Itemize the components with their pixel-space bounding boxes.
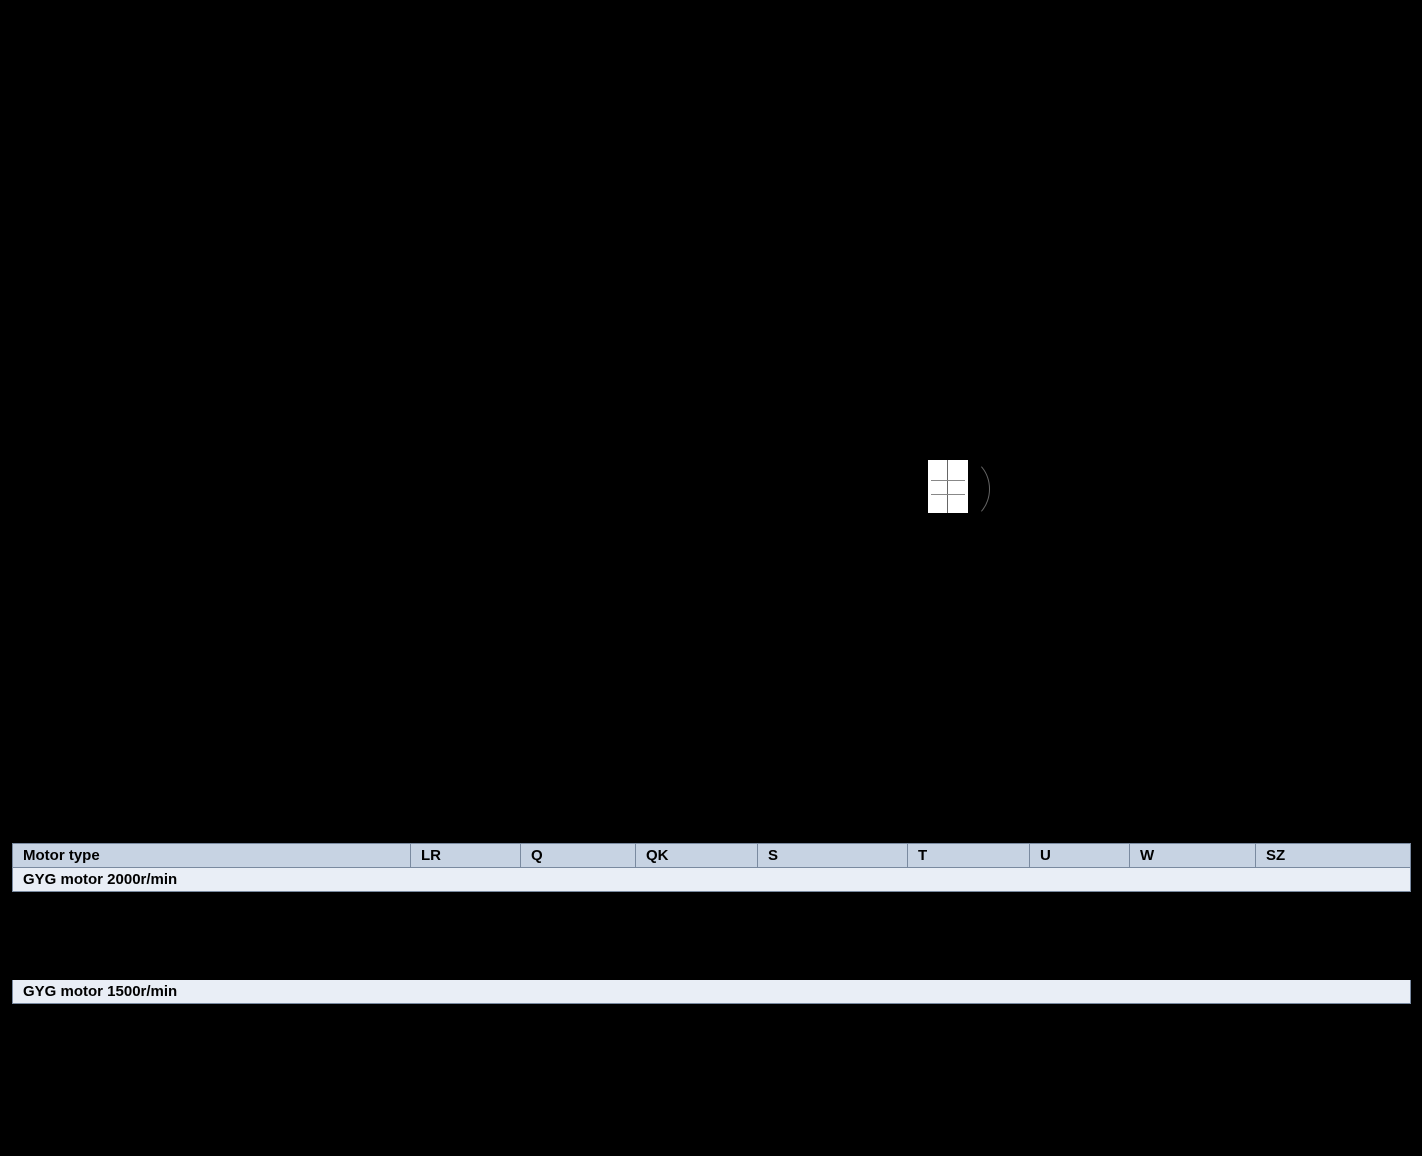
- cell-W: [1130, 1004, 1256, 1026]
- cell-motor_type: [13, 1004, 411, 1026]
- cell-QK: [636, 914, 758, 936]
- col-header-U: U: [1030, 844, 1130, 868]
- cell-T: [908, 1048, 1030, 1070]
- cell-QK: [636, 1026, 758, 1048]
- cell-S: [758, 892, 908, 914]
- cell-QK: [636, 1048, 758, 1070]
- cell-U: [1030, 1048, 1130, 1070]
- cell-QK: [636, 958, 758, 980]
- cell-motor_type: [13, 936, 411, 958]
- table-group-label: GYG motor 2000r/min: [13, 868, 1411, 892]
- col-header-LR: LR: [411, 844, 521, 868]
- cell-Q: [521, 958, 636, 980]
- cell-T: [908, 936, 1030, 958]
- table-group-row: GYG motor 2000r/min: [13, 868, 1411, 892]
- cell-S: [758, 958, 908, 980]
- col-header-S: S: [758, 844, 908, 868]
- cell-LR: [411, 958, 521, 980]
- cell-motor_type: [13, 1048, 411, 1070]
- cell-SZ: [1256, 1026, 1411, 1048]
- cell-S: [758, 1026, 908, 1048]
- cell-SZ: [1256, 1004, 1411, 1026]
- page: Motor typeLRQQKSTUWSZGYG motor 2000r/min…: [0, 0, 1422, 1156]
- col-header-SZ: SZ: [1256, 844, 1411, 868]
- cell-Q: [521, 1026, 636, 1048]
- cell-SZ: [1256, 958, 1411, 980]
- cell-LR: [411, 914, 521, 936]
- cell-Q: [521, 1048, 636, 1070]
- cell-Q: [521, 914, 636, 936]
- table-row: [13, 1048, 1411, 1070]
- cell-U: [1030, 958, 1130, 980]
- cell-S: [758, 1048, 908, 1070]
- table-row: [13, 892, 1411, 914]
- cell-QK: [636, 1004, 758, 1026]
- table-header-row: Motor typeLRQQKSTUWSZ: [13, 844, 1411, 868]
- cell-W: [1130, 914, 1256, 936]
- cell-T: [908, 914, 1030, 936]
- table-row: [13, 1026, 1411, 1048]
- cell-QK: [636, 936, 758, 958]
- cell-W: [1130, 936, 1256, 958]
- cell-S: [758, 1004, 908, 1026]
- cell-Q: [521, 936, 636, 958]
- col-header-Q: Q: [521, 844, 636, 868]
- cell-W: [1130, 958, 1256, 980]
- cell-U: [1030, 914, 1130, 936]
- cell-LR: [411, 892, 521, 914]
- cell-SZ: [1256, 936, 1411, 958]
- cell-LR: [411, 936, 521, 958]
- cell-SZ: [1256, 914, 1411, 936]
- col-header-W: W: [1130, 844, 1256, 868]
- cell-W: [1130, 1048, 1256, 1070]
- cell-T: [908, 892, 1030, 914]
- cell-LR: [411, 1048, 521, 1070]
- table-row: [13, 914, 1411, 936]
- cell-T: [908, 1004, 1030, 1026]
- cell-LR: [411, 1026, 521, 1048]
- table-group-row: GYG motor 1500r/min: [13, 980, 1411, 1004]
- cell-LR: [411, 1004, 521, 1026]
- shaft-spec-table: Motor typeLRQQKSTUWSZGYG motor 2000r/min…: [12, 843, 1411, 1070]
- cell-motor_type: [13, 892, 411, 914]
- cell-W: [1130, 892, 1256, 914]
- cell-T: [908, 958, 1030, 980]
- cell-U: [1030, 936, 1130, 958]
- cell-motor_type: [13, 958, 411, 980]
- table-row: [13, 936, 1411, 958]
- cell-Q: [521, 892, 636, 914]
- cell-SZ: [1256, 892, 1411, 914]
- cell-T: [908, 1026, 1030, 1048]
- cell-U: [1030, 1004, 1130, 1026]
- cell-motor_type: [13, 914, 411, 936]
- cell-U: [1030, 892, 1130, 914]
- cell-QK: [636, 892, 758, 914]
- cell-U: [1030, 1026, 1130, 1048]
- table-group-label: GYG motor 1500r/min: [13, 980, 1411, 1004]
- drawing-detail-patch: [927, 459, 969, 514]
- cell-W: [1130, 1026, 1256, 1048]
- table-row: [13, 1004, 1411, 1026]
- cell-Q: [521, 1004, 636, 1026]
- cell-SZ: [1256, 1048, 1411, 1070]
- col-header-T: T: [908, 844, 1030, 868]
- cell-motor_type: [13, 1026, 411, 1048]
- col-header-QK: QK: [636, 844, 758, 868]
- cell-S: [758, 914, 908, 936]
- col-header-motor_type: Motor type: [13, 844, 411, 868]
- cell-S: [758, 936, 908, 958]
- table-row: [13, 958, 1411, 980]
